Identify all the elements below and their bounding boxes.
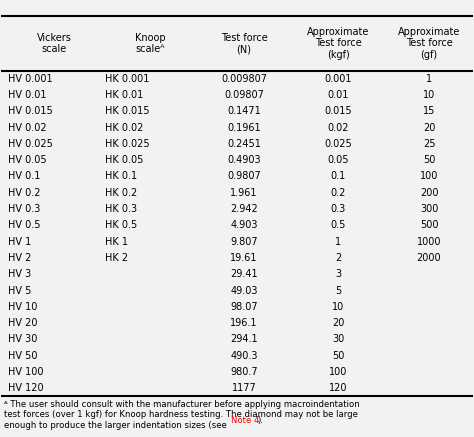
Text: HV 1: HV 1 bbox=[9, 236, 32, 246]
Text: HK 0.001: HK 0.001 bbox=[105, 74, 149, 83]
Text: 500: 500 bbox=[420, 220, 438, 230]
Text: HV 0.01: HV 0.01 bbox=[9, 90, 47, 100]
Text: 0.4903: 0.4903 bbox=[227, 155, 261, 165]
Text: HV 10: HV 10 bbox=[9, 302, 38, 312]
Text: HK 0.025: HK 0.025 bbox=[105, 139, 150, 149]
Text: Note 4: Note 4 bbox=[231, 416, 259, 425]
Text: HV 120: HV 120 bbox=[9, 383, 44, 393]
Text: 25: 25 bbox=[423, 139, 435, 149]
Text: 20: 20 bbox=[423, 122, 435, 132]
Text: 0.009807: 0.009807 bbox=[221, 74, 267, 83]
Text: HK 0.02: HK 0.02 bbox=[105, 122, 144, 132]
Text: 120: 120 bbox=[329, 383, 347, 393]
Text: 1000: 1000 bbox=[417, 236, 441, 246]
Text: HV 0.5: HV 0.5 bbox=[9, 220, 41, 230]
Text: HK 0.015: HK 0.015 bbox=[105, 106, 150, 116]
Text: 294.1: 294.1 bbox=[230, 334, 258, 344]
Text: HV 2: HV 2 bbox=[9, 253, 32, 263]
Text: 0.2: 0.2 bbox=[331, 188, 346, 198]
Text: Vickers
scale: Vickers scale bbox=[37, 33, 72, 54]
Text: HK 1: HK 1 bbox=[105, 236, 128, 246]
Text: 19.61: 19.61 bbox=[230, 253, 258, 263]
Text: 10: 10 bbox=[332, 302, 345, 312]
Text: 4.903: 4.903 bbox=[230, 220, 258, 230]
Text: HV 100: HV 100 bbox=[9, 367, 44, 377]
Text: HK 2: HK 2 bbox=[105, 253, 128, 263]
Text: 0.9807: 0.9807 bbox=[227, 171, 261, 181]
Text: 0.3: 0.3 bbox=[331, 204, 346, 214]
Text: Knoop
scaleᴬ: Knoop scaleᴬ bbox=[135, 33, 165, 54]
Text: HV 0.015: HV 0.015 bbox=[9, 106, 53, 116]
Text: HV 0.3: HV 0.3 bbox=[9, 204, 41, 214]
Text: 2.942: 2.942 bbox=[230, 204, 258, 214]
Text: HK 0.01: HK 0.01 bbox=[105, 90, 143, 100]
Text: 0.02: 0.02 bbox=[328, 122, 349, 132]
Text: 2: 2 bbox=[335, 253, 341, 263]
Text: 49.03: 49.03 bbox=[230, 285, 258, 295]
Text: 1: 1 bbox=[426, 74, 432, 83]
Text: 50: 50 bbox=[332, 351, 345, 361]
Text: HV 0.025: HV 0.025 bbox=[9, 139, 54, 149]
Text: 50: 50 bbox=[423, 155, 435, 165]
Text: 0.1: 0.1 bbox=[331, 171, 346, 181]
Text: HK 0.5: HK 0.5 bbox=[105, 220, 137, 230]
Text: 0.1961: 0.1961 bbox=[227, 122, 261, 132]
Text: 0.025: 0.025 bbox=[324, 139, 352, 149]
Text: HV 0.2: HV 0.2 bbox=[9, 188, 41, 198]
Text: HV 0.1: HV 0.1 bbox=[9, 171, 41, 181]
Text: 1: 1 bbox=[335, 236, 341, 246]
Text: 29.41: 29.41 bbox=[230, 269, 258, 279]
Text: 15: 15 bbox=[423, 106, 435, 116]
Text: 200: 200 bbox=[420, 188, 438, 198]
Text: HV 0.001: HV 0.001 bbox=[9, 74, 53, 83]
Text: Approximate
Test force
(gf): Approximate Test force (gf) bbox=[398, 27, 460, 60]
Text: 0.2451: 0.2451 bbox=[227, 139, 261, 149]
Text: 980.7: 980.7 bbox=[230, 367, 258, 377]
Text: 5: 5 bbox=[335, 285, 341, 295]
Text: 2000: 2000 bbox=[417, 253, 441, 263]
Text: 1.961: 1.961 bbox=[230, 188, 258, 198]
Text: 20: 20 bbox=[332, 318, 345, 328]
Text: ).: ). bbox=[257, 416, 263, 425]
Text: HK 0.2: HK 0.2 bbox=[105, 188, 137, 198]
Text: 0.5: 0.5 bbox=[331, 220, 346, 230]
Text: 98.07: 98.07 bbox=[230, 302, 258, 312]
Text: HV 0.02: HV 0.02 bbox=[9, 122, 47, 132]
Text: 300: 300 bbox=[420, 204, 438, 214]
Text: HV 0.05: HV 0.05 bbox=[9, 155, 47, 165]
Text: 0.001: 0.001 bbox=[325, 74, 352, 83]
Text: 0.05: 0.05 bbox=[328, 155, 349, 165]
Text: 0.09807: 0.09807 bbox=[224, 90, 264, 100]
Text: 10: 10 bbox=[423, 90, 435, 100]
Text: 9.807: 9.807 bbox=[230, 236, 258, 246]
Text: 3: 3 bbox=[335, 269, 341, 279]
Text: 490.3: 490.3 bbox=[230, 351, 258, 361]
Text: 30: 30 bbox=[332, 334, 345, 344]
Text: 100: 100 bbox=[420, 171, 438, 181]
Text: HV 3: HV 3 bbox=[9, 269, 32, 279]
Text: 0.01: 0.01 bbox=[328, 90, 349, 100]
Text: ᴬ The user should consult with the manufacturer before applying macroindentation: ᴬ The user should consult with the manuf… bbox=[4, 400, 359, 430]
Text: HV 30: HV 30 bbox=[9, 334, 38, 344]
Text: Approximate
Test force
(kgf): Approximate Test force (kgf) bbox=[307, 27, 370, 60]
Text: HV 20: HV 20 bbox=[9, 318, 38, 328]
Text: HK 0.3: HK 0.3 bbox=[105, 204, 137, 214]
Text: 196.1: 196.1 bbox=[230, 318, 258, 328]
Text: 100: 100 bbox=[329, 367, 347, 377]
Text: Test force
(N): Test force (N) bbox=[221, 33, 267, 54]
Text: HK 0.1: HK 0.1 bbox=[105, 171, 137, 181]
Text: HV 5: HV 5 bbox=[9, 285, 32, 295]
Text: 0.1471: 0.1471 bbox=[227, 106, 261, 116]
Text: HK 0.05: HK 0.05 bbox=[105, 155, 144, 165]
Text: HV 50: HV 50 bbox=[9, 351, 38, 361]
Text: 0.015: 0.015 bbox=[325, 106, 352, 116]
Text: 1177: 1177 bbox=[232, 383, 256, 393]
